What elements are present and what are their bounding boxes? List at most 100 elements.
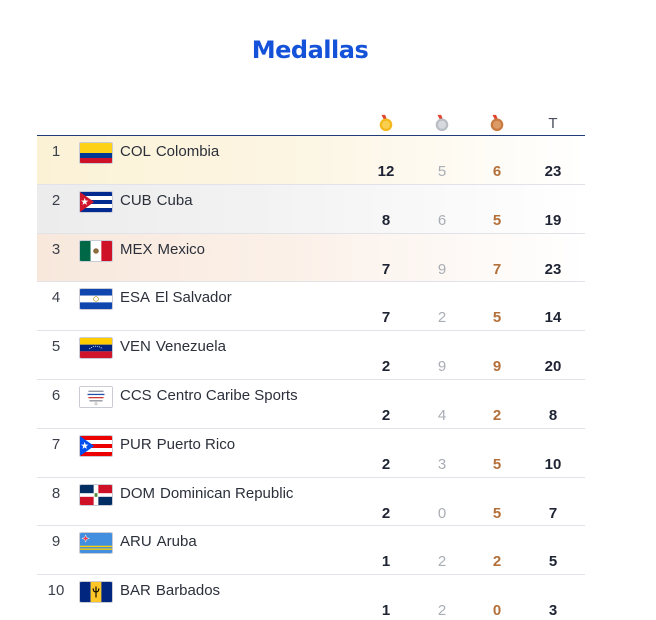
bronze-count: 5: [492, 309, 502, 327]
silver-count: 9: [437, 260, 447, 278]
total-column-header: T: [548, 114, 558, 132]
rank: 4: [51, 289, 61, 307]
mexico-flag-icon: [79, 239, 113, 262]
centro-caribe-sports-logo-icon: [79, 385, 113, 408]
dominican-republic-flag-icon: [79, 483, 113, 506]
country-label: Centro Caribe Sports: [156, 386, 298, 404]
total-count: 23: [544, 163, 562, 180]
bronze-count: 5: [492, 455, 502, 473]
silver-count: 2: [437, 553, 447, 571]
bronze-count: 0: [492, 602, 502, 620]
bronze-count: 7: [492, 260, 502, 278]
table-row[interactable]: 5 VEN Venezuela 2 9 9 20: [37, 331, 585, 380]
aruba-flag-icon: [79, 532, 113, 555]
rank: 6: [51, 386, 61, 404]
colombia-flag-icon: [79, 142, 113, 164]
country-name[interactable]: PUR Puerto Rico: [120, 436, 235, 453]
medal-table: T 1 COL Colombia 12 5 6 23 2 CUB Cuba 8 6 5 19 3 MEX Mex…: [37, 108, 585, 620]
table-row[interactable]: 4 ESA El Salvador 7 2 5 14: [37, 282, 585, 332]
total-count: 20: [544, 358, 562, 376]
venezuela-flag-icon: [79, 337, 113, 360]
country-label: Venezuela: [155, 338, 226, 356]
rank: 7: [51, 435, 61, 453]
table-row[interactable]: 1 COL Colombia 12 5 6 23: [37, 136, 585, 185]
page-title: Medallas: [251, 36, 369, 64]
total-count: 14: [544, 309, 562, 327]
bronze-count: 2: [492, 553, 502, 571]
country-label: Barbados: [155, 582, 221, 600]
table-row[interactable]: 9 ARU Aruba 1 2 2 5: [37, 526, 585, 576]
table-row[interactable]: 7 PUR Puerto Rico 2 3 5 10: [37, 429, 585, 478]
table-row[interactable]: 2 CUB Cuba 8 6 5 19: [37, 184, 585, 234]
country-code: BAR: [120, 582, 151, 600]
country-code: DOM: [120, 484, 155, 502]
silver-count: 3: [437, 455, 447, 473]
country-name[interactable]: ESA El Salvador: [120, 289, 232, 306]
country-name[interactable]: DOM Dominican Republic: [120, 485, 293, 502]
silver-count: 0: [437, 504, 447, 522]
gold-count: 2: [381, 455, 391, 473]
bronze-count: 5: [492, 504, 502, 522]
gold-medal-icon: [374, 113, 398, 133]
bronze-count: 2: [492, 406, 502, 424]
rank: 5: [51, 338, 61, 356]
country-label: El Salvador: [155, 289, 232, 307]
table-row[interactable]: 10 BAR Barbados 1 2 0 3: [37, 575, 585, 620]
country-code: ESA: [120, 289, 151, 307]
silver-count: 5: [437, 163, 447, 180]
bronze-count: 6: [492, 163, 502, 180]
country-label: Cuba: [156, 191, 193, 209]
country-name[interactable]: ARU Aruba: [120, 533, 197, 550]
country-label: Aruba: [156, 533, 197, 551]
rank: 3: [51, 240, 61, 258]
silver-count: 4: [437, 406, 447, 424]
country-name[interactable]: COL Colombia: [120, 143, 219, 160]
country-code: COL: [120, 143, 151, 160]
gold-count: 2: [381, 406, 391, 424]
el-salvador-flag-icon: [79, 288, 113, 311]
total-count: 19: [544, 211, 562, 229]
silver-count: 2: [437, 309, 447, 327]
country-label: Puerto Rico: [156, 435, 236, 453]
country-name[interactable]: MEX Mexico: [120, 241, 205, 258]
country-label: Colombia: [155, 143, 220, 160]
puerto-rico-flag-icon: [79, 434, 113, 457]
silver-count: 2: [437, 602, 447, 620]
bronze-count: 5: [492, 211, 502, 229]
total-count: 5: [548, 553, 558, 571]
rank: 1: [51, 143, 61, 160]
silver-count: 6: [437, 211, 447, 229]
total-count: 3: [548, 602, 558, 620]
rank: 8: [51, 484, 61, 502]
table-row[interactable]: 8 DOM Dominican Republic 2 0 5 7: [37, 478, 585, 527]
table-header: T: [37, 108, 585, 136]
country-code: VEN: [120, 338, 151, 356]
country-name[interactable]: BAR Barbados: [120, 582, 220, 599]
gold-count: 1: [381, 553, 391, 571]
total-count: 10: [544, 455, 562, 473]
silver-count: 9: [437, 358, 447, 376]
total-count: 8: [548, 406, 558, 424]
country-code: CUB: [120, 191, 152, 209]
gold-count: 1: [381, 602, 391, 620]
table-row[interactable]: 3 MEX Mexico 7 9 7 23: [37, 233, 585, 283]
country-name[interactable]: CCS Centro Caribe Sports: [120, 387, 298, 404]
table-row[interactable]: 6 CCS Centro Caribe Sports 2 4 2 8: [37, 380, 585, 429]
rank: 10: [47, 582, 65, 600]
rank: 2: [51, 191, 61, 209]
rank: 9: [51, 533, 61, 551]
bronze-medal-icon: [485, 113, 509, 133]
barbados-flag-icon: [79, 581, 113, 604]
country-code: CCS: [120, 386, 152, 404]
country-code: PUR: [120, 435, 152, 453]
gold-count: 7: [381, 309, 391, 327]
gold-count: 8: [381, 211, 391, 229]
country-code: ARU: [120, 533, 152, 551]
country-label: Dominican Republic: [160, 484, 294, 502]
total-count: 23: [544, 260, 562, 278]
silver-medal-icon: [430, 113, 454, 133]
country-code: MEX: [120, 240, 153, 258]
country-name[interactable]: VEN Venezuela: [120, 338, 226, 355]
country-name[interactable]: CUB Cuba: [120, 192, 193, 209]
cuba-flag-icon: [79, 190, 113, 213]
